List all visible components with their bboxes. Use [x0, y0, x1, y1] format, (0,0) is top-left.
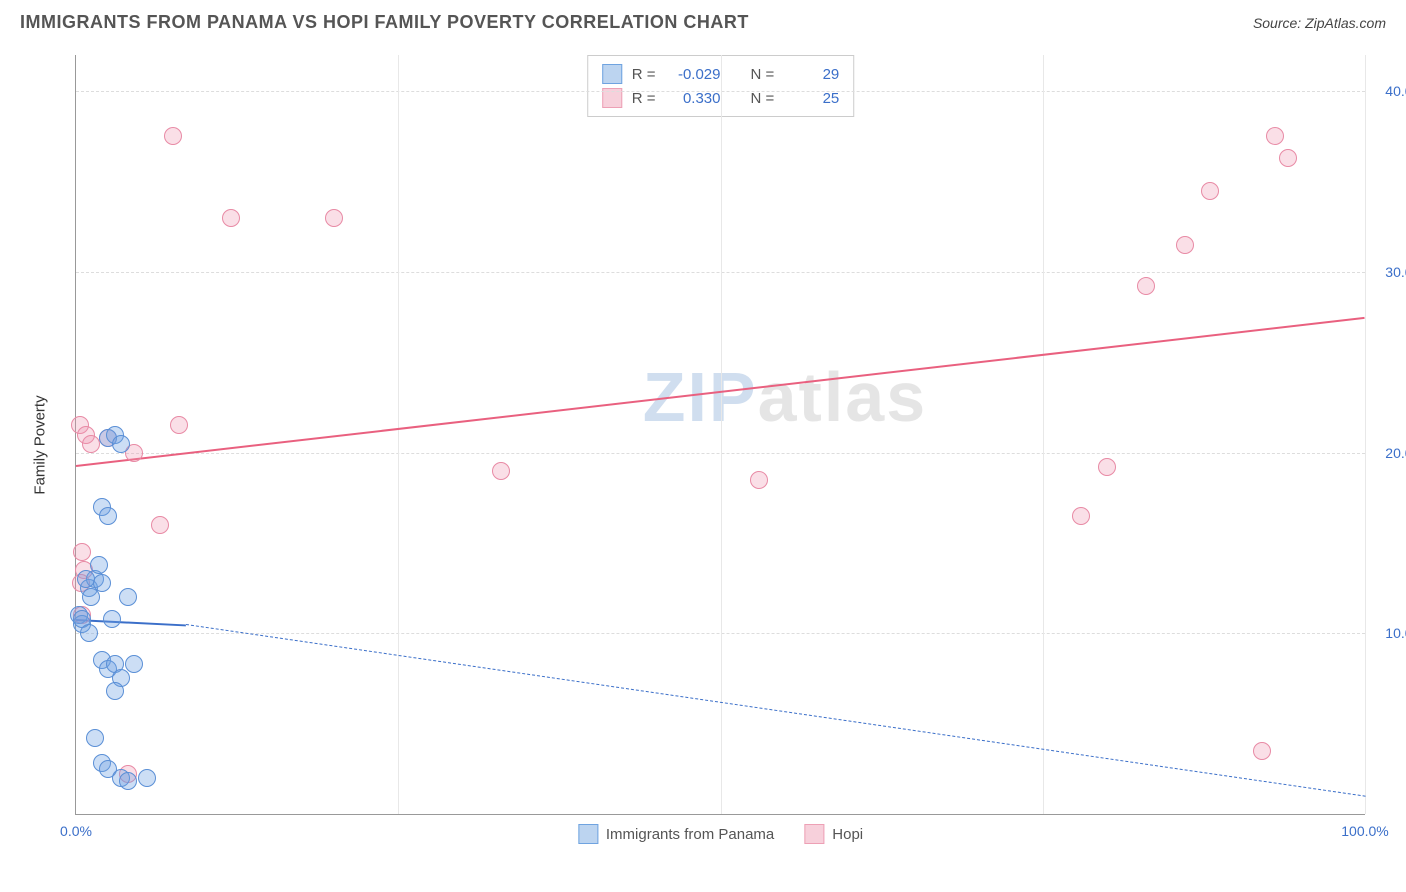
series-a-name: Immigrants from Panama [606, 826, 774, 843]
swatch-series-b [804, 824, 824, 844]
scatter-point-hopi [1098, 458, 1116, 476]
grid-line-v [1043, 55, 1044, 814]
scatter-point-panama [112, 435, 130, 453]
x-tick-label: 100.0% [1341, 823, 1388, 839]
scatter-point-panama [93, 574, 111, 592]
scatter-point-hopi [1266, 127, 1284, 145]
scatter-point-hopi [82, 435, 100, 453]
y-tick-label: 30.0% [1385, 264, 1406, 280]
swatch-series-a [602, 64, 622, 84]
scatter-point-panama [80, 624, 98, 642]
scatter-point-hopi [492, 462, 510, 480]
scatter-point-hopi [1201, 182, 1219, 200]
grid-line-v [1365, 55, 1366, 814]
scatter-point-hopi [1253, 742, 1271, 760]
grid-line-v [398, 55, 399, 814]
y-tick-label: 20.0% [1385, 445, 1406, 461]
scatter-point-hopi [1176, 236, 1194, 254]
swatch-series-a [578, 824, 598, 844]
scatter-point-hopi [151, 516, 169, 534]
scatter-point-panama [90, 556, 108, 574]
scatter-point-hopi [325, 209, 343, 227]
chart-container: Family Poverty ZIPatlas R = -0.029 N = 2… [50, 45, 1390, 845]
scatter-point-panama [86, 729, 104, 747]
scatter-point-hopi [750, 471, 768, 489]
source-credit: Source: ZipAtlas.com [1253, 15, 1386, 31]
scatter-point-hopi [1279, 149, 1297, 167]
series-legend: Immigrants from Panama Hopi [578, 824, 863, 844]
legend-item-a: Immigrants from Panama [578, 824, 774, 844]
series-b-name: Hopi [832, 826, 863, 843]
scatter-point-panama [119, 772, 137, 790]
x-tick-label: 0.0% [60, 823, 92, 839]
chart-title: IMMIGRANTS FROM PANAMA VS HOPI FAMILY PO… [20, 12, 749, 33]
scatter-point-hopi [1072, 507, 1090, 525]
scatter-point-hopi [170, 416, 188, 434]
source-name: ZipAtlas.com [1305, 15, 1386, 31]
scatter-point-panama [99, 507, 117, 525]
r-value-a: -0.029 [666, 66, 721, 83]
scatter-point-panama [138, 769, 156, 787]
scatter-point-panama [125, 655, 143, 673]
y-tick-label: 10.0% [1385, 625, 1406, 641]
scatter-point-panama [119, 588, 137, 606]
scatter-point-hopi [1137, 277, 1155, 295]
grid-line-v [721, 55, 722, 814]
scatter-point-panama [106, 682, 124, 700]
y-axis-label: Family Poverty [32, 395, 49, 494]
legend-item-b: Hopi [804, 824, 863, 844]
n-value-a: 29 [784, 66, 839, 83]
scatter-point-panama [103, 610, 121, 628]
trend-line-projection [185, 624, 1365, 797]
y-tick-label: 40.0% [1385, 83, 1406, 99]
scatter-point-hopi [164, 127, 182, 145]
scatter-point-hopi [73, 543, 91, 561]
r-prefix: R = [632, 66, 656, 83]
scatter-point-hopi [222, 209, 240, 227]
plot-area: ZIPatlas R = -0.029 N = 29 R = 0.330 N =… [75, 55, 1365, 815]
watermark-zip: ZIP [643, 358, 758, 436]
n-prefix: N = [751, 66, 775, 83]
scatter-point-panama [77, 570, 95, 588]
source-prefix: Source: [1253, 15, 1305, 31]
